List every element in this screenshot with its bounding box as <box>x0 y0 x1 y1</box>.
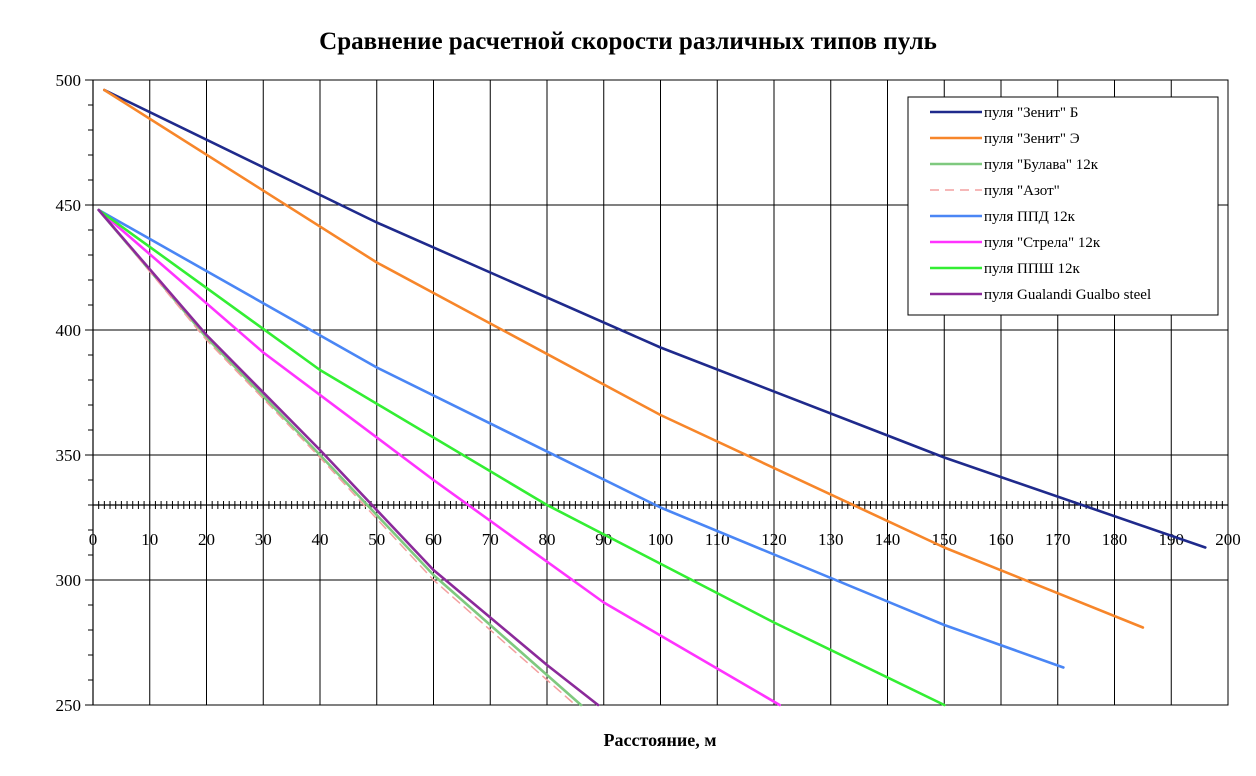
x-tick-label: 0 <box>89 530 98 549</box>
series-lines <box>97 88 1207 707</box>
x-tick-label: 40 <box>312 530 329 549</box>
x-tick-label: 20 <box>198 530 215 549</box>
series-line <box>97 209 577 706</box>
x-tick-label: 130 <box>818 530 844 549</box>
x-tick-label: 170 <box>1045 530 1071 549</box>
x-axis-title: Расстояние, м <box>603 730 717 750</box>
x-tick-label: 100 <box>648 530 674 549</box>
x-tick-label: 60 <box>425 530 442 549</box>
x-tick-label: 50 <box>368 530 385 549</box>
x-tick-label: 30 <box>255 530 272 549</box>
x-tick-label: 80 <box>539 530 556 549</box>
legend-label: пуля ППШ 12к <box>984 261 1081 277</box>
legend: пуля "Зенит" Б пуля "Зенит" Э пуля "Булава… <box>907 96 1219 316</box>
series-line <box>103 88 1145 629</box>
series-line <box>97 208 583 707</box>
legend-label: пуля "Зенит" Б <box>984 105 1078 121</box>
chart-title: Сравнение расчетной скорости различных т… <box>319 28 937 55</box>
series-line <box>103 88 1207 549</box>
y-tick-label: 250 <box>56 696 82 715</box>
y-tick-label: 300 <box>56 571 82 590</box>
x-tick-label: 90 <box>595 530 612 549</box>
series-line <box>97 208 1065 669</box>
legend-label: пуля ППД 12к <box>984 209 1076 225</box>
legend-label: пуля "Булава" 12к <box>984 157 1099 173</box>
legend-label: пуля "Азот" <box>984 183 1060 199</box>
x-tick-label: 10 <box>141 530 158 549</box>
legend-box <box>907 96 1219 316</box>
x-tick-label: 70 <box>482 530 499 549</box>
x-tick-label: 120 <box>761 530 787 549</box>
y-tick-label: 500 <box>56 71 82 90</box>
y-tick-label: 400 <box>56 321 82 340</box>
x-tick-label: 110 <box>705 530 730 549</box>
legend-label: пуля "Зенит" Э <box>984 131 1080 147</box>
legend-label: пуля "Стрела" 12к <box>984 235 1101 251</box>
series-line <box>97 208 946 707</box>
x-tick-label: 200 <box>1215 530 1241 549</box>
series-line <box>97 208 600 707</box>
series-line <box>97 208 781 707</box>
legend-label: пуля Gualandi Gualbo steel <box>984 287 1151 303</box>
y-tick-label: 450 <box>56 196 82 215</box>
x-tick-label: 180 <box>1102 530 1128 549</box>
x-tick-label: 160 <box>988 530 1014 549</box>
y-tick-label: 350 <box>56 446 82 465</box>
x-tick-label: 140 <box>875 530 901 549</box>
